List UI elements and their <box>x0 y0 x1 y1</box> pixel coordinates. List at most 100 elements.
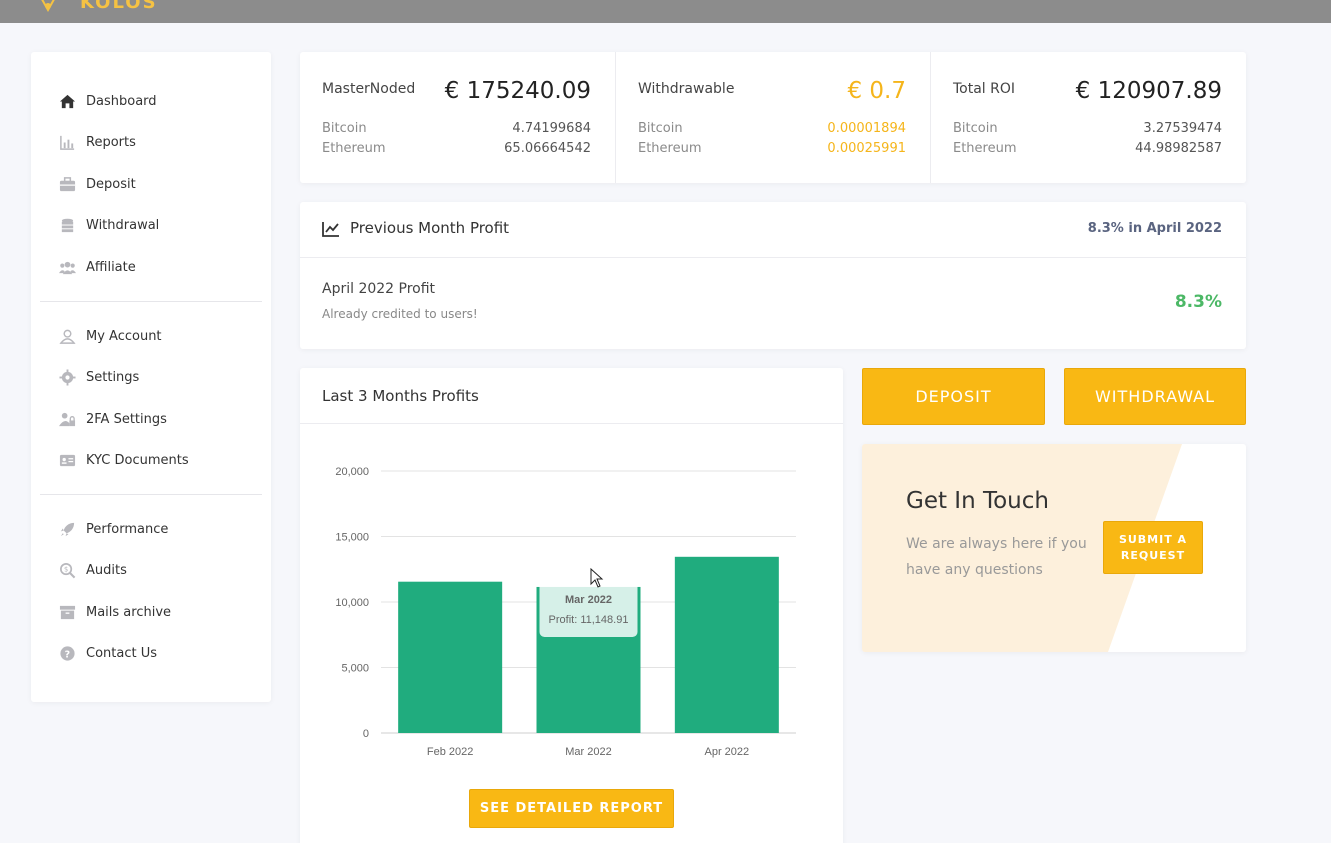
balance-summary: MasterNoded € 175240.09 Bitcoin 4.741996… <box>300 52 1246 183</box>
y-tick-label: 5,000 <box>341 663 369 675</box>
sidebar-item-label: Dashboard <box>86 93 157 109</box>
sidebar-item-contact-us[interactable]: ? Contact Us <box>58 641 157 665</box>
sidebar-item-kyc-documents[interactable]: KYC Documents <box>58 448 189 472</box>
sidebar-item-audits[interactable]: $ Audits <box>58 558 127 582</box>
withdrawal-button[interactable]: WITHDRAWAL <box>1064 368 1246 425</box>
id-card-icon <box>58 451 76 469</box>
card-title: Last 3 Months Profits <box>322 387 479 405</box>
tooltip-value: Profit: 11,148.91 <box>549 614 629 626</box>
y-tick-label: 20,000 <box>335 466 369 478</box>
user-lock-icon <box>58 410 76 428</box>
x-tick-label: Feb 2022 <box>427 746 473 758</box>
x-tick-label: Apr 2022 <box>705 746 750 758</box>
tooltip-title: Mar 2022 <box>565 594 612 606</box>
sidebar-item-label: Reports <box>86 134 136 150</box>
profit-value: 8.3% <box>1174 292 1222 312</box>
bar-chart-icon <box>58 133 76 151</box>
stat-row: Ethereum 0.00025991 <box>638 141 906 159</box>
stat-row: Bitcoin 4.74199684 <box>322 121 591 139</box>
bar <box>398 581 503 733</box>
sidebar-item-label: Deposit <box>86 176 136 192</box>
y-tick-label: 10,000 <box>335 597 369 609</box>
y-tick-label: 0 <box>363 728 369 740</box>
stat-masternoded: MasterNoded € 175240.09 Bitcoin 4.741996… <box>300 52 615 183</box>
sidebar-item-label: KYC Documents <box>86 452 189 468</box>
sidebar-item-my-account[interactable]: My Account <box>58 324 162 348</box>
sidebar-divider <box>40 301 262 302</box>
submit-request-button[interactable]: SUBMIT A REQUEST <box>1103 521 1203 574</box>
line-chart-icon <box>322 222 339 237</box>
user-icon <box>58 327 76 345</box>
card-title: Previous Month Profit <box>350 219 510 237</box>
previous-month-profit-card: Previous Month Profit 8.3% in April 2022… <box>300 202 1246 349</box>
sidebar-item-dashboard[interactable]: Dashboard <box>58 89 157 113</box>
coin-value: 44.98982587 <box>1135 141 1222 156</box>
sidebar-item-performance[interactable]: Performance <box>58 517 168 541</box>
tooltip-box <box>539 578 638 637</box>
deposit-button[interactable]: DEPOSIT <box>862 368 1045 425</box>
coin-value: 4.74199684 <box>512 121 591 136</box>
sidebar-item-2fa-settings[interactable]: 2FA Settings <box>58 407 167 431</box>
briefcase-icon <box>58 175 76 193</box>
stat-row: Ethereum 65.06664542 <box>322 141 591 159</box>
x-tick-label: Mar 2022 <box>565 746 611 758</box>
stat-amount: € 120907.89 <box>1075 78 1222 104</box>
sidebar-item-label: Audits <box>86 562 127 578</box>
stat-label: Withdrawable <box>638 81 735 97</box>
sidebar: Dashboard Reports Deposit Withdrawal Aff… <box>31 52 271 702</box>
mouse-cursor-icon <box>590 568 604 588</box>
sidebar-item-mails-archive[interactable]: Mails archive <box>58 600 171 624</box>
top-header: KOLOS <box>0 0 1331 23</box>
stat-row: Bitcoin 3.27539474 <box>953 121 1222 139</box>
coin-value: 3.27539474 <box>1143 121 1222 136</box>
coin-name: Bitcoin <box>322 121 367 136</box>
touch-background <box>862 444 1182 652</box>
sidebar-item-deposit[interactable]: Deposit <box>58 172 136 196</box>
profit-title: April 2022 Profit <box>322 281 436 297</box>
profits-bar-chart: 0 5,000 10,000 15,000 20,000 Feb 2022 Mar 2022… <box>335 466 796 758</box>
sidebar-item-reports[interactable]: Reports <box>58 130 136 154</box>
gear-icon <box>58 368 76 386</box>
coin-name: Ethereum <box>953 141 1017 156</box>
profit-summary: 8.3% in April 2022 <box>1087 221 1222 236</box>
touch-title: Get In Touch <box>906 488 1049 514</box>
sidebar-item-label: Affiliate <box>86 259 136 275</box>
sidebar-item-affiliate[interactable]: Affiliate <box>58 255 136 279</box>
last-3-months-profits-card: Last 3 Months Profits 0 5,000 10,000 15,000… <box>300 368 843 843</box>
card-header: Previous Month Profit 8.3% in April 2022 <box>300 202 1246 258</box>
coin-name: Ethereum <box>322 141 386 156</box>
stat-total-roi: Total ROI € 120907.89 Bitcoin 3.27539474… <box>930 52 1246 183</box>
profit-subtitle: Already credited to users! <box>322 307 478 321</box>
sidebar-item-label: Contact Us <box>86 645 157 661</box>
stat-label: Total ROI <box>953 81 1016 97</box>
sidebar-item-label: Withdrawal <box>86 217 160 233</box>
sidebar-item-withdrawal[interactable]: Withdrawal <box>58 213 159 237</box>
sidebar-item-label: Performance <box>86 521 169 537</box>
see-detailed-report-button[interactable]: SEE DETAILED REPORT <box>469 789 674 828</box>
coins-icon <box>58 216 76 234</box>
svg-text:?: ? <box>64 649 69 660</box>
get-in-touch-card: Get In Touch We are always here if you h… <box>862 444 1246 652</box>
coin-name: Bitcoin <box>638 121 683 136</box>
home-icon <box>58 92 76 110</box>
coin-value: 0.00001894 <box>827 121 906 136</box>
sidebar-item-label: Mails archive <box>86 604 172 620</box>
sidebar-divider <box>40 494 262 495</box>
card-header: Last 3 Months Profits <box>300 368 843 424</box>
coin-name: Ethereum <box>638 141 702 156</box>
sidebar-item-label: Settings <box>86 369 140 385</box>
logo-icon <box>41 0 55 12</box>
coin-value: 65.06664542 <box>504 141 591 156</box>
question-icon: ? <box>58 644 76 662</box>
sidebar-item-settings[interactable]: Settings <box>58 365 139 389</box>
stat-label: MasterNoded <box>322 81 416 97</box>
sidebar-item-label: My Account <box>86 328 162 344</box>
stat-row: Ethereum 44.98982587 <box>953 141 1222 159</box>
stat-amount: € 0.7 <box>847 78 906 104</box>
users-icon <box>58 258 76 276</box>
bar <box>674 556 779 733</box>
touch-text: We are always here if you have any quest… <box>906 536 1087 578</box>
sidebar-item-label: 2FA Settings <box>86 411 167 427</box>
rocket-icon <box>58 520 76 538</box>
coin-name: Bitcoin <box>953 121 998 136</box>
